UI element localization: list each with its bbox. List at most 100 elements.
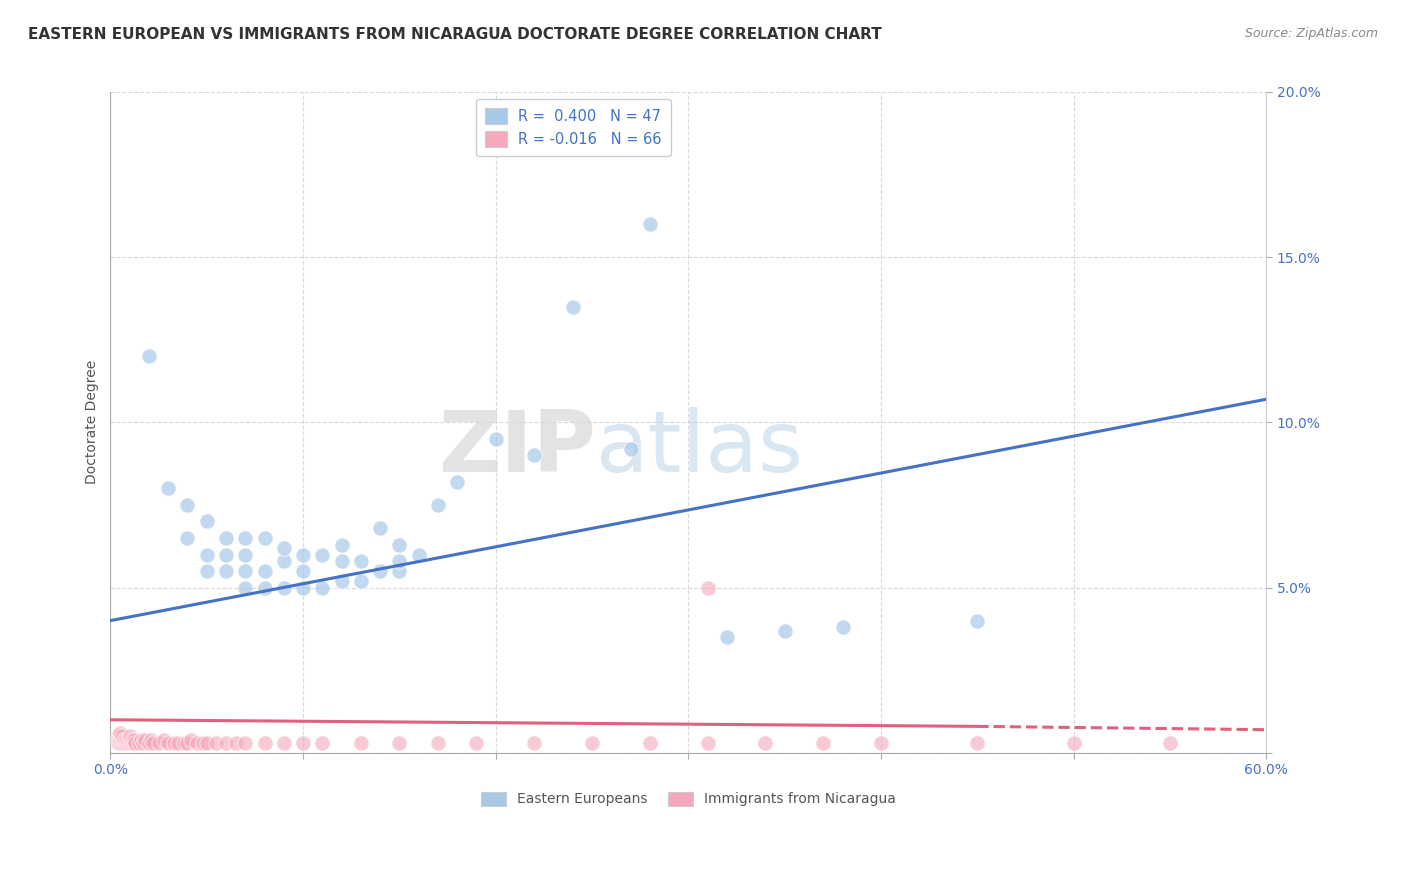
- Point: [107, 736, 129, 750]
- Point: [966, 736, 988, 750]
- Point: [124, 736, 146, 750]
- Text: EASTERN EUROPEAN VS IMMIGRANTS FROM NICARAGUA DOCTORATE DEGREE CORRELATION CHART: EASTERN EUROPEAN VS IMMIGRANTS FROM NICA…: [28, 27, 882, 42]
- Point: [581, 736, 603, 750]
- Point: [233, 531, 256, 545]
- Point: [638, 736, 661, 750]
- Point: [121, 732, 143, 747]
- Point: [108, 732, 131, 747]
- Point: [176, 531, 198, 545]
- Point: [176, 498, 198, 512]
- Point: [253, 564, 276, 578]
- Point: [273, 581, 295, 595]
- Point: [132, 736, 155, 750]
- Point: [1063, 736, 1085, 750]
- Point: [253, 736, 276, 750]
- Point: [215, 564, 238, 578]
- Point: [831, 620, 853, 634]
- Point: [186, 736, 208, 750]
- Point: [195, 736, 218, 750]
- Point: [215, 531, 238, 545]
- Point: [350, 574, 373, 588]
- Point: [233, 581, 256, 595]
- Point: [253, 581, 276, 595]
- Point: [233, 736, 256, 750]
- Point: [225, 736, 247, 750]
- Legend: Eastern Europeans, Immigrants from Nicaragua: Eastern Europeans, Immigrants from Nicar…: [475, 786, 901, 812]
- Point: [191, 736, 214, 750]
- Point: [215, 548, 238, 562]
- Point: [107, 729, 129, 743]
- Text: Source: ZipAtlas.com: Source: ZipAtlas.com: [1244, 27, 1378, 40]
- Point: [205, 736, 228, 750]
- Point: [638, 217, 661, 231]
- Point: [111, 729, 134, 743]
- Point: [408, 548, 430, 562]
- Point: [195, 515, 218, 529]
- Point: [561, 300, 583, 314]
- Point: [388, 538, 411, 552]
- Point: [108, 732, 131, 747]
- Point: [148, 736, 170, 750]
- Point: [118, 736, 141, 750]
- Point: [311, 736, 333, 750]
- Text: atlas: atlas: [596, 408, 804, 491]
- Point: [465, 736, 488, 750]
- Point: [330, 574, 353, 588]
- Point: [138, 736, 160, 750]
- Point: [523, 449, 546, 463]
- Point: [138, 349, 160, 363]
- Point: [134, 732, 156, 747]
- Point: [388, 554, 411, 568]
- Point: [620, 442, 643, 456]
- Point: [107, 732, 129, 747]
- Point: [111, 732, 134, 747]
- Point: [813, 736, 835, 750]
- Point: [426, 736, 449, 750]
- Point: [157, 482, 180, 496]
- Point: [485, 432, 508, 446]
- Point: [215, 736, 238, 750]
- Point: [966, 614, 988, 628]
- Point: [273, 541, 295, 555]
- Point: [696, 581, 718, 595]
- Point: [368, 564, 391, 578]
- Point: [368, 521, 391, 535]
- Point: [388, 736, 411, 750]
- Point: [446, 475, 468, 489]
- Point: [233, 548, 256, 562]
- Point: [118, 732, 141, 747]
- Point: [754, 736, 776, 750]
- Point: [330, 538, 353, 552]
- Point: [111, 736, 134, 750]
- Point: [122, 732, 145, 747]
- Point: [142, 736, 165, 750]
- Point: [117, 732, 139, 747]
- Point: [273, 736, 295, 750]
- Point: [129, 732, 152, 747]
- Point: [716, 630, 738, 644]
- Point: [108, 729, 131, 743]
- Point: [108, 736, 131, 750]
- Point: [292, 564, 315, 578]
- Point: [108, 726, 131, 740]
- Point: [350, 554, 373, 568]
- Point: [114, 732, 136, 747]
- Point: [523, 736, 546, 750]
- Point: [870, 736, 893, 750]
- Point: [233, 564, 256, 578]
- Point: [253, 531, 276, 545]
- Point: [773, 624, 796, 638]
- Point: [163, 736, 186, 750]
- Point: [117, 736, 139, 750]
- Point: [139, 732, 162, 747]
- Point: [122, 736, 145, 750]
- Point: [292, 736, 315, 750]
- Point: [1159, 736, 1181, 750]
- Point: [292, 548, 315, 562]
- Point: [330, 554, 353, 568]
- Y-axis label: Doctorate Degree: Doctorate Degree: [86, 360, 100, 484]
- Point: [173, 736, 195, 750]
- Point: [128, 736, 150, 750]
- Text: ZIP: ZIP: [439, 408, 596, 491]
- Point: [696, 736, 718, 750]
